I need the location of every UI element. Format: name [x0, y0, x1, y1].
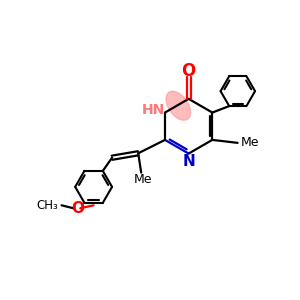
- Text: O: O: [71, 201, 84, 216]
- Text: O: O: [182, 62, 196, 80]
- Ellipse shape: [166, 91, 190, 120]
- Text: HN: HN: [142, 103, 165, 118]
- Text: CH₃: CH₃: [37, 199, 58, 212]
- Text: Me: Me: [134, 172, 152, 186]
- Text: Me: Me: [241, 136, 259, 149]
- Text: N: N: [182, 154, 195, 169]
